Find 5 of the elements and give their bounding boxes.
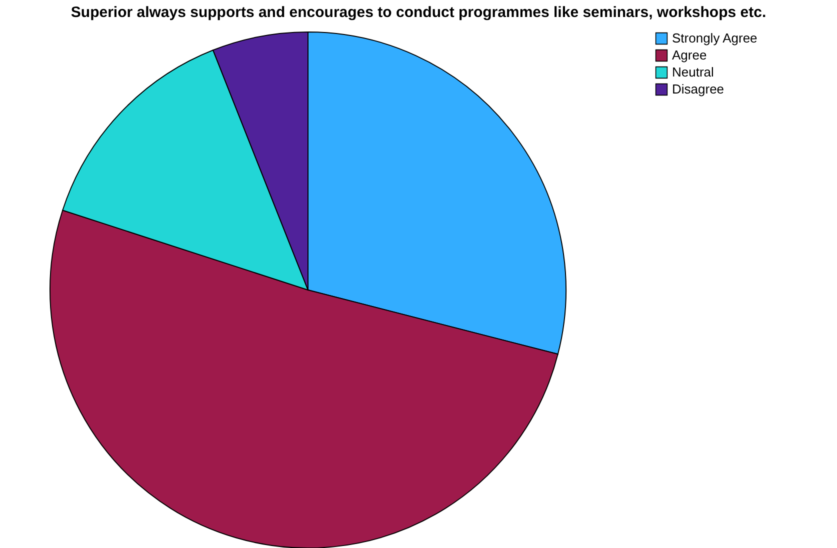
legend-label: Agree (672, 48, 707, 62)
legend-label: Disagree (672, 82, 724, 96)
legend-label: Neutral (672, 64, 714, 80)
chart-title: Superior always supports and encourages to conduct programmes like seminars, workshops etc. (70, 4, 766, 21)
legend-label: Strongly Agree (672, 30, 758, 46)
